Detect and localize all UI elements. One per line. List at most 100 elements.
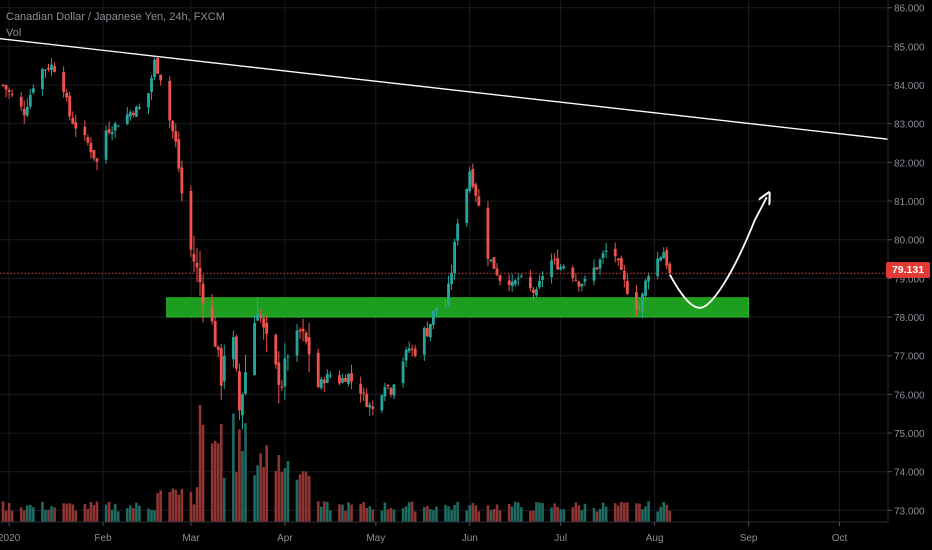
candle-body [92, 150, 96, 159]
volume-bar [125, 508, 129, 522]
volume-bar [598, 508, 602, 522]
price-tick-label: 73.000 [894, 506, 925, 517]
candle-body [595, 267, 599, 270]
candle-body [125, 114, 129, 125]
candle-body [474, 184, 478, 196]
candle-body [425, 328, 429, 337]
volume-bar [644, 506, 647, 522]
price-tick-label: 76.000 [894, 390, 925, 401]
candle-body [7, 89, 11, 92]
candle-body [301, 328, 305, 332]
volume-bar [638, 503, 641, 522]
candle-body [401, 361, 405, 384]
candle-body [574, 279, 578, 281]
volume-bar [338, 504, 341, 522]
price-tick-label: 80.000 [894, 236, 925, 247]
time-tick-label: Aug [646, 533, 664, 544]
candle-body [486, 207, 490, 259]
candle-body [192, 254, 196, 262]
volume-bar [238, 429, 241, 522]
candle-body [316, 352, 320, 388]
candle-body [513, 280, 517, 285]
volume-bar [495, 504, 499, 522]
volume-bar [304, 471, 308, 522]
time-axis[interactable]: 2020 Feb Mar Apr May Jun Jul Aug Sep Oct [0, 521, 888, 544]
price-tick-label: 86.000 [894, 4, 925, 15]
support-zone[interactable] [166, 297, 749, 318]
candle-body [150, 77, 153, 92]
candle-body [516, 278, 520, 280]
candle-body [559, 267, 563, 270]
candle-body [613, 248, 617, 257]
price-tick-label: 78.000 [894, 313, 925, 324]
volume-bar [344, 510, 347, 522]
volume-bar [168, 492, 172, 522]
price-tick-label: 84.000 [894, 81, 925, 92]
candle-body [498, 275, 502, 281]
candle-body [580, 283, 584, 287]
volume-bar [392, 509, 396, 522]
candle-body [641, 293, 644, 312]
volume-bar [316, 501, 320, 522]
volume-bar [253, 475, 256, 522]
candle-body [519, 275, 523, 277]
volume-bars [1, 405, 672, 522]
volume-bar [477, 511, 481, 522]
volume-bar [32, 507, 35, 522]
candle-body [295, 330, 299, 356]
candle-body [259, 315, 263, 319]
candle-body [1, 84, 5, 86]
candle-body [662, 252, 666, 259]
volume-bar [574, 502, 578, 522]
time-tick-label: Oct [832, 533, 848, 544]
volume-bar [180, 488, 184, 522]
candle-body [128, 112, 132, 117]
candle-body [368, 404, 372, 408]
candle-body [274, 334, 278, 365]
volume-bar [595, 511, 599, 522]
candle-body [325, 373, 329, 383]
candle-body [153, 59, 156, 78]
volume-bar [423, 507, 426, 522]
volume-bar [410, 501, 414, 522]
volume-bar [583, 503, 587, 522]
volume-bar [10, 510, 14, 522]
volume-bar [192, 504, 196, 522]
candle-body [177, 139, 181, 169]
volume-bar [150, 509, 153, 522]
candle-body [71, 117, 75, 124]
candle-body [47, 67, 50, 70]
candle-body [550, 260, 553, 278]
candle-body [507, 280, 511, 285]
candle-body [562, 266, 566, 269]
candle-body [22, 108, 26, 116]
volume-bar [498, 510, 502, 522]
volume-bar [156, 493, 159, 522]
projection-arrow[interactable] [668, 197, 767, 309]
volume-bar [265, 445, 269, 522]
volume-bar [198, 405, 202, 522]
candle-body [604, 250, 608, 252]
volume-bar [274, 470, 278, 522]
volume-bar [413, 511, 417, 522]
candle-body [174, 131, 178, 142]
volume-bar [450, 509, 453, 522]
volume-bar [53, 507, 56, 522]
volume-bar [516, 502, 520, 522]
volume-bar [359, 504, 362, 522]
trendline[interactable] [0, 38, 889, 274]
volume-bar [371, 509, 375, 522]
price-axis[interactable]: 73.000 74.000 75.000 76.000 77.000 78.000 79.0… [887, 0, 925, 522]
volume-bar [47, 509, 50, 522]
volume-bar [222, 477, 226, 522]
volume-bar [383, 502, 387, 522]
candle-body [307, 337, 311, 355]
candle-body [198, 268, 202, 283]
volume-bar [426, 505, 429, 522]
volume-bar [571, 507, 575, 522]
candle-body [665, 250, 669, 266]
candle-body [495, 268, 499, 276]
candle-body [110, 132, 114, 135]
time-tick-label: May [366, 533, 385, 544]
